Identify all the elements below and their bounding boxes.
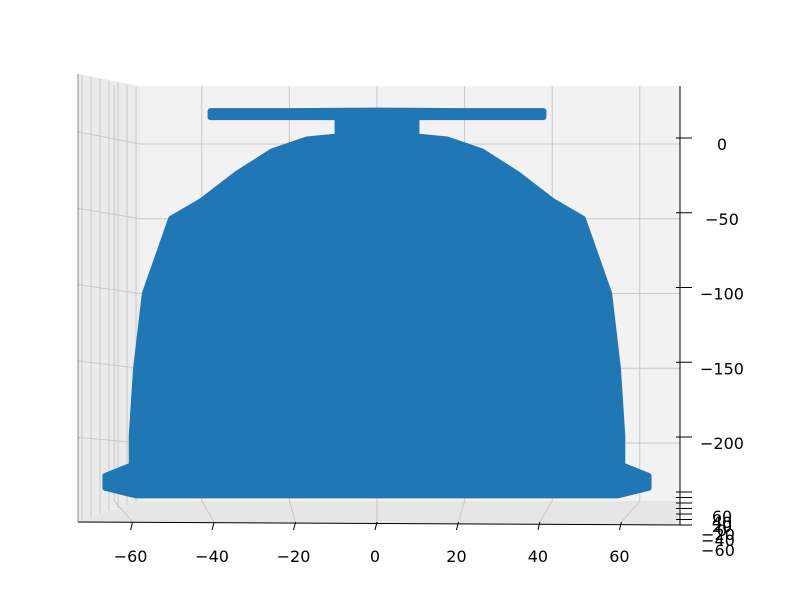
y-tick-label: 40	[712, 513, 732, 532]
x-axis-line	[77, 521, 681, 526]
grid-floor-line	[288, 500, 297, 523]
z-tick-label: 0	[717, 135, 727, 154]
grid-floor-line	[457, 500, 466, 523]
top-rim	[210, 107, 544, 118]
x-tick-label: −60	[114, 547, 148, 566]
y-tick-label: −60	[701, 541, 735, 560]
floor-pane	[78, 501, 680, 525]
tick-labels: −60 −40 −20 0 20 40 600−50−100−150−2006040200−…	[114, 135, 744, 566]
x-tick-mark	[455, 521, 459, 531]
axes	[77, 74, 692, 531]
grid-floor-line	[539, 500, 553, 523]
x-tick-label: 0	[370, 547, 380, 566]
x-tick-mark	[130, 521, 134, 531]
y-tick-label: 60	[712, 507, 732, 526]
grid-floor-line	[621, 500, 641, 523]
z-tick-label: −100	[700, 285, 744, 304]
x-tick-label: 40	[528, 547, 548, 566]
x-tick-mark	[537, 521, 541, 531]
x-tick-mark	[374, 521, 378, 531]
z-tick-label: −200	[700, 434, 744, 453]
x-tick-label: 20	[446, 547, 466, 566]
x-tick-label: 60	[609, 547, 629, 566]
x-tick-label: −40	[195, 547, 229, 566]
z-tick-label: −150	[700, 359, 744, 378]
z-tick-label: −50	[705, 210, 739, 229]
vase-body	[102, 108, 652, 499]
x-tick-label: −20	[277, 547, 311, 566]
grid-floor-line	[201, 500, 215, 523]
x-tick-mark	[618, 521, 622, 531]
x-tick-mark	[211, 521, 215, 531]
y-tick-label: 20	[712, 517, 732, 536]
grid-floor-line	[113, 500, 133, 523]
x-tick-mark	[293, 521, 297, 531]
base-disc	[105, 468, 649, 495]
data-points	[102, 107, 652, 499]
y-tick-label: 0	[717, 521, 727, 540]
y-tick-label: −20	[701, 525, 735, 544]
y-tick-label: −40	[701, 531, 735, 550]
